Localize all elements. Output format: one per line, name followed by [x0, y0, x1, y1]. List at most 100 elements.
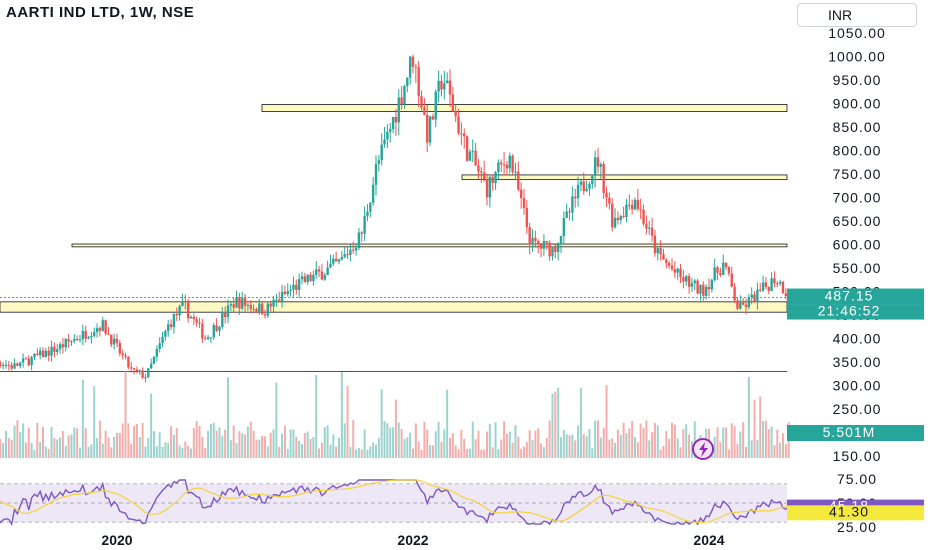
candle: [283, 291, 287, 295]
volume-bar: [298, 440, 301, 458]
candle: [741, 302, 745, 305]
price-tick-label: 800.00: [833, 143, 882, 159]
volume-bar: [722, 427, 725, 458]
time-tick-label: 2020: [101, 532, 132, 548]
volume-bar: [651, 432, 654, 458]
candle: [161, 336, 164, 344]
candle: [209, 337, 213, 339]
candle: [539, 244, 543, 249]
volume-bar: [170, 426, 173, 458]
candle: [704, 286, 708, 296]
candle: [474, 150, 477, 166]
volume-bar: [195, 421, 198, 458]
candle: [320, 271, 324, 280]
volume-bar: [116, 432, 118, 458]
volume-bar: [420, 449, 423, 458]
volume-bar: [523, 446, 525, 458]
candle: [571, 196, 574, 213]
volume-bar: [144, 446, 147, 458]
volume-bar: [150, 393, 153, 458]
volume-bar: [42, 426, 44, 458]
candle: [360, 232, 363, 234]
candle: [212, 325, 215, 338]
volume-bar: [560, 437, 562, 458]
candle: [434, 91, 437, 120]
candle: [716, 267, 719, 273]
volume-bar: [417, 441, 420, 458]
price-tick-label: 400.00: [833, 331, 882, 347]
volume-bar: [204, 448, 207, 458]
volume-bar: [209, 423, 212, 458]
volume-bar: [762, 421, 765, 458]
zone-resistance: [461, 174, 788, 181]
volume-bar: [599, 437, 602, 458]
candle: [38, 350, 42, 356]
candle: [81, 330, 85, 340]
candle: [702, 284, 705, 296]
candle: [221, 313, 224, 327]
candle: [593, 157, 597, 176]
volume-bar: [764, 420, 767, 458]
volume-bar: [355, 449, 358, 458]
candle: [33, 353, 36, 358]
candle: [241, 298, 244, 309]
price-axis[interactable]: 1050.00 1000.00 950.00 900.00 850.00 800.00 75…: [828, 25, 886, 535]
candle: [428, 116, 432, 143]
volume-bar: [437, 421, 440, 458]
candle: [16, 363, 19, 366]
volume-bar: [548, 420, 551, 458]
candle: [280, 291, 284, 302]
candle: [676, 268, 679, 273]
rsi-tick-label: 25.00: [837, 519, 877, 535]
candle: [633, 199, 637, 210]
candle: [710, 280, 714, 290]
volume-bar: [486, 431, 488, 458]
volume-bar: [190, 448, 192, 458]
volume-bar: [107, 437, 110, 458]
candle: [315, 269, 318, 275]
volume-bar: [505, 433, 508, 458]
candle: [448, 80, 452, 95]
lightning-icon[interactable]: [692, 438, 714, 460]
volume-bar: [500, 439, 503, 458]
candle: [138, 370, 141, 372]
volume-bar: [426, 429, 429, 458]
volume-bar: [232, 425, 235, 458]
volume-bar: [616, 429, 619, 458]
volume-bar: [175, 428, 178, 458]
volume-bar: [656, 425, 659, 458]
candle: [761, 282, 765, 291]
candle: [169, 324, 173, 328]
candle: [181, 301, 184, 307]
currency-button[interactable]: INR: [797, 3, 917, 27]
candle: [343, 254, 346, 257]
candle: [531, 237, 534, 245]
volume-bar: [463, 438, 466, 458]
volume-bar: [44, 446, 47, 458]
candle: [639, 208, 642, 210]
candle: [70, 341, 73, 343]
candle: [528, 227, 531, 245]
volume-bar: [10, 440, 13, 458]
price-tick-label: 750.00: [833, 166, 882, 182]
candle: [747, 297, 751, 308]
volume-bar: [588, 429, 591, 458]
candle: [630, 204, 634, 210]
candle: [764, 282, 768, 287]
countdown-badge: 21:46:52: [818, 303, 881, 319]
volume-bar: [545, 437, 548, 458]
candle: [477, 165, 480, 172]
volume-bar: [690, 441, 693, 458]
volume-bar: [540, 443, 543, 458]
volume-bar: [315, 375, 318, 458]
volume-bar: [238, 431, 241, 458]
volume-bar: [96, 438, 99, 458]
candle: [235, 297, 238, 308]
candle: [7, 364, 11, 366]
candle: [482, 172, 486, 180]
time-axis[interactable]: 2020 2022 2024: [101, 532, 724, 548]
candle: [548, 242, 551, 257]
volume-bar: [403, 438, 406, 458]
volume-bar: [36, 422, 39, 458]
